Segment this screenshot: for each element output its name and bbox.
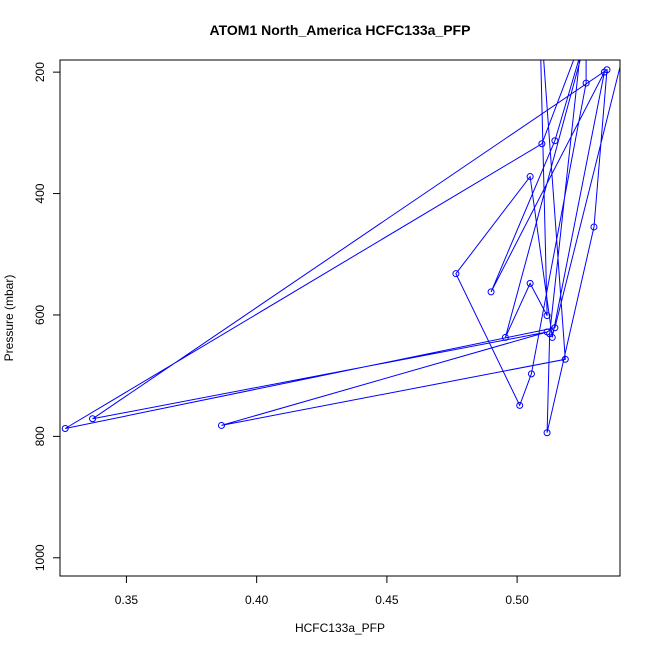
data-point — [538, 140, 546, 148]
data-point — [516, 401, 524, 409]
data-point — [551, 137, 559, 145]
data-point — [548, 333, 556, 341]
y-tick-label: 1000 — [33, 544, 47, 571]
data-point — [594, 0, 600, 2]
data-point — [551, 324, 559, 332]
data-point — [501, 333, 509, 341]
data-point — [89, 415, 97, 423]
data-point — [600, 68, 608, 76]
data-point — [61, 424, 69, 432]
x-tick-label: 0.35 — [115, 593, 139, 607]
data-point — [543, 429, 551, 437]
data-point — [634, 0, 640, 2]
data-point — [582, 79, 590, 87]
y-axis: 200 400 600 800 1000 — [33, 62, 60, 571]
series-layer — [61, 0, 640, 437]
data-point — [527, 370, 535, 378]
x-tick-label: 0.45 — [375, 593, 399, 607]
data-point — [561, 355, 569, 363]
x-axis-label: HCFC133a_PFP — [295, 621, 385, 635]
data-point — [526, 173, 534, 181]
data-point — [217, 421, 225, 429]
x-tick-label: 0.50 — [505, 593, 529, 607]
x-tick-label: 0.40 — [245, 593, 269, 607]
data-point — [526, 279, 534, 287]
data-point — [590, 223, 598, 231]
plot-frame — [59, 59, 621, 577]
y-tick-label: 200 — [33, 62, 47, 82]
y-tick-label: 800 — [33, 426, 47, 446]
data-point — [543, 312, 551, 320]
x-axis: 0.35 0.40 0.45 0.50 — [115, 576, 529, 607]
data-point — [583, 0, 589, 2]
data-point — [536, 0, 542, 2]
data-point — [452, 270, 460, 278]
data-point — [487, 288, 495, 296]
y-tick-label: 600 — [33, 305, 47, 325]
series-line — [64, 60, 620, 433]
chart-title: ATOM1 North_America HCFC133a_PFP — [210, 22, 471, 38]
y-tick-label: 400 — [33, 183, 47, 203]
data-point — [594, 0, 600, 2]
y-axis-label: Pressure (mbar) — [2, 275, 16, 362]
